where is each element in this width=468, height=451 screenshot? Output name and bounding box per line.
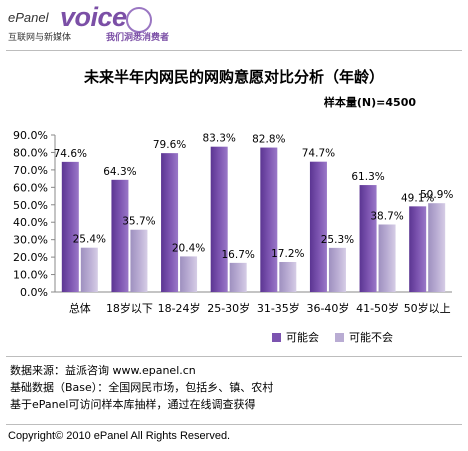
data-label: 17.2%	[271, 248, 304, 260]
y-tick-label: 60.0%	[13, 181, 48, 194]
y-tick-label: 50.0%	[13, 199, 48, 212]
chart-legend: 可能会 可能不会	[272, 329, 409, 345]
y-tick-label: 80.0%	[13, 146, 48, 159]
y-tick-label: 20.0%	[13, 251, 48, 264]
legend-label-likely: 可能会	[286, 331, 319, 344]
x-tick-label: 36-40岁	[306, 301, 349, 315]
legend-item-unlikely: 可能不会	[335, 329, 393, 345]
data-label: 20.4%	[172, 242, 205, 254]
logo-tagline-right: 我们洞悉消费者	[106, 33, 170, 43]
logo-brand: ePanel	[8, 10, 49, 25]
data-label: 74.7%	[302, 148, 335, 160]
x-tick-label: 50岁以上	[404, 301, 451, 315]
data-label: 64.3%	[103, 166, 136, 178]
bar-likely	[409, 206, 427, 292]
header-divider	[6, 50, 462, 51]
copyright: Copyright© 2010 ePanel All Rights Reserv…	[8, 430, 231, 442]
data-label: 35.7%	[122, 216, 155, 228]
x-tick-label: 25-30岁	[207, 301, 250, 315]
bar-unlikely	[428, 203, 446, 292]
bar-unlikely	[130, 229, 148, 292]
data-label: 38.7%	[370, 210, 403, 222]
y-tick-label: 70.0%	[13, 164, 48, 177]
chart-title: 未来半年内网民的网购意愿对比分析（年龄）	[83, 68, 384, 86]
bar-likely	[161, 153, 179, 292]
logo-tagline-left: 互联网与新媒体	[8, 33, 72, 43]
source-note: 数据来源：益派咨询 www.epanel.cn	[10, 364, 196, 377]
logo: ePanel voice 互联网与新媒体 我们洞悉消费者	[6, 2, 206, 44]
notes: 数据来源：益派咨询 www.epanel.cn 基础数据（Base）：全国网民市…	[10, 362, 273, 413]
legend-swatch-likely	[272, 332, 281, 342]
logo-product: voice	[60, 2, 127, 32]
bar-likely	[309, 161, 327, 292]
y-tick-label: 0.0%	[20, 286, 48, 299]
bar-likely	[61, 161, 79, 292]
sample-size: 样本量(N)=4500	[323, 96, 416, 109]
bar-unlikely	[180, 256, 198, 292]
bar-unlikely	[229, 262, 247, 292]
legend-swatch-unlikely	[335, 332, 344, 342]
data-label: 16.7%	[222, 249, 255, 261]
x-tick-label: 41-50岁	[356, 301, 399, 315]
legend-item-likely: 可能会	[272, 329, 319, 345]
data-label: 50.9%	[420, 189, 453, 201]
footer-divider	[6, 424, 462, 425]
bar-unlikely	[279, 261, 297, 292]
magnifier-icon	[126, 7, 152, 33]
data-label: 61.3%	[351, 171, 384, 183]
data-label: 82.8%	[252, 134, 285, 146]
data-label: 83.3%	[203, 133, 236, 145]
bar-unlikely	[378, 224, 396, 292]
x-tick-label: 总体	[69, 301, 91, 315]
y-tick-label: 90.0%	[13, 129, 48, 142]
data-label: 25.3%	[321, 234, 354, 246]
data-label: 79.6%	[153, 139, 186, 151]
y-tick-label: 30.0%	[13, 234, 48, 247]
y-tick-label: 40.0%	[13, 216, 48, 229]
bar-likely	[111, 179, 129, 292]
x-tick-label: 31-35岁	[257, 301, 300, 315]
legend-label-unlikely: 可能不会	[349, 331, 393, 344]
bar-likely	[260, 147, 278, 292]
notes-divider	[6, 356, 462, 357]
x-tick-label: 18岁以下	[106, 301, 153, 315]
x-tick-label: 18-24岁	[158, 301, 201, 315]
data-label: 49.1%	[401, 192, 434, 204]
bar-unlikely	[328, 247, 346, 292]
data-label: 25.4%	[73, 234, 106, 246]
data-label: 74.6%	[54, 148, 87, 160]
bar-unlikely	[80, 247, 98, 292]
base-note: 基础数据（Base）：全国网民市场，包括乡、镇、农村	[10, 381, 274, 394]
bar-likely	[359, 185, 377, 292]
bar-likely	[210, 146, 228, 292]
y-tick-label: 10.0%	[13, 269, 48, 282]
method-note: 基于ePanel可访问样本库抽样，通过在线调查获得	[10, 398, 256, 411]
